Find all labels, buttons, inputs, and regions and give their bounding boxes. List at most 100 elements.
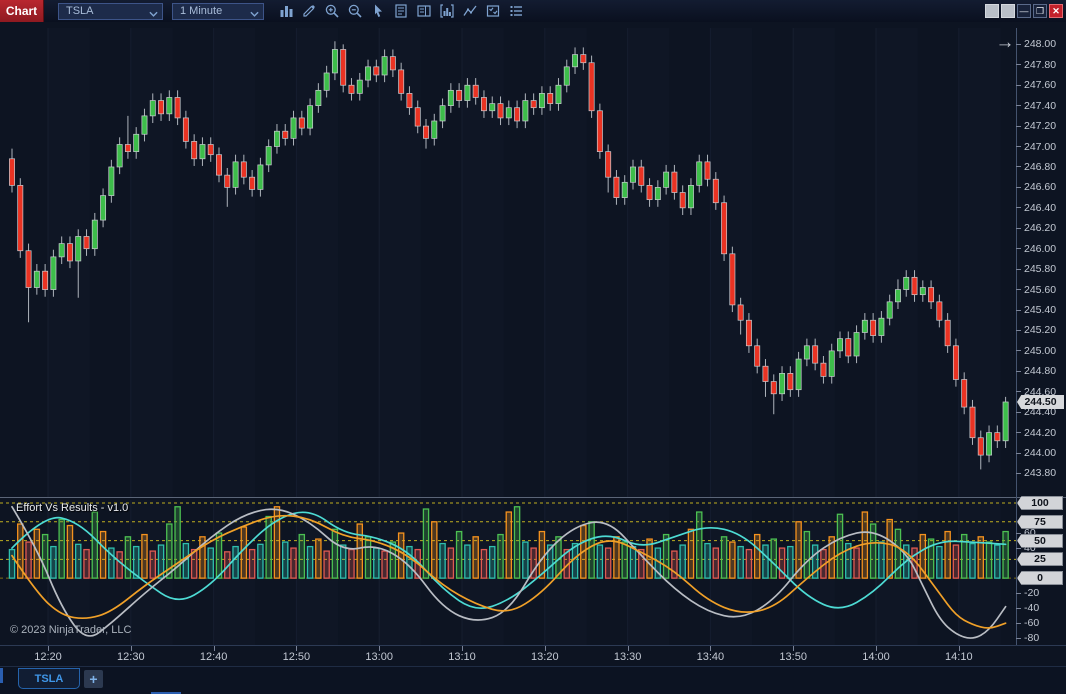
data-box-icon[interactable] (414, 1, 434, 21)
price-tick-mark (1016, 432, 1021, 434)
price-tick: 246.40 (1016, 202, 1056, 214)
price-tick: 245.20 (1016, 324, 1056, 336)
time-tick-label: 13:50 (779, 651, 807, 663)
price-tick-label: 246.60 (1024, 181, 1057, 194)
window-minimize-button[interactable]: — (1017, 4, 1031, 18)
time-tick-label: 13:30 (613, 651, 642, 663)
add-tab-button[interactable]: + (84, 670, 103, 688)
price-tick-label: 244.60 (1024, 385, 1057, 398)
time-tick-mark (213, 646, 215, 651)
time-tick-mark (958, 646, 960, 651)
copyright-text: © 2023 NinjaTrader, LLC (10, 624, 132, 636)
indicator-axis[interactable]: 60 40 -20 -40 -60 -80 100 75 50 25 0 (1016, 496, 1066, 645)
price-tick-mark (1016, 411, 1021, 413)
time-tick-label: 12:30 (117, 651, 145, 663)
instrument-select-value: TSLA (66, 5, 94, 17)
price-tick: 247.40 (1016, 100, 1056, 112)
indicator-label[interactable]: Effort Vs Results - v1.0 (16, 502, 129, 514)
time-tick-mark (710, 646, 712, 651)
properties-icon[interactable] (483, 1, 503, 21)
panel-splitter[interactable] (0, 497, 1066, 498)
time-tick-mark (544, 646, 546, 651)
price-axis[interactable]: 248.00 247.80 247.60 247.40 247.20 247.00 246.… (1016, 28, 1066, 497)
oscillator-lines-layer (11, 505, 1007, 639)
time-tick-mark (876, 646, 877, 651)
indicator-tick: -20 (1016, 587, 1039, 599)
drawing-tools-icon[interactable] (299, 1, 319, 21)
time-tick-label: 14:10 (945, 651, 973, 663)
interval-select-value: 1 Minute (180, 5, 223, 17)
indicator-tick-mark (1016, 637, 1021, 639)
price-tick-label: 246.80 (1024, 160, 1057, 173)
indicator-tick: -80 (1016, 632, 1039, 644)
price-axis-spine (1016, 28, 1017, 645)
price-tick-mark (1016, 391, 1021, 393)
window-window-extra-1-button[interactable] (985, 4, 999, 18)
slow-line (11, 505, 1007, 639)
indicator-tick: -60 (1016, 617, 1039, 629)
price-tick-label: 244.00 (1024, 447, 1057, 460)
time-tick-mark (462, 646, 463, 651)
window-window-extra-2-button[interactable] (1001, 4, 1015, 18)
tabbar-edge-decor (0, 668, 3, 683)
report-icon[interactable] (391, 1, 411, 21)
indicator-canvas[interactable] (0, 500, 1016, 645)
price-tick: 246.80 (1016, 161, 1056, 173)
price-tick-label: 247.60 (1024, 79, 1057, 92)
effort-bars-layer (8, 506, 1009, 579)
price-tick-mark (1016, 309, 1021, 311)
indicator-tick: -40 (1016, 602, 1039, 614)
price-tick-label: 244.40 (1024, 406, 1057, 419)
chart-menu-button[interactable]: Chart (0, 0, 44, 22)
cursor-icon[interactable] (368, 1, 388, 21)
indicator-level-tag: 25 (1017, 552, 1063, 567)
price-tick: 248.00 (1016, 38, 1056, 50)
time-tick-label: 12:20 (34, 651, 62, 663)
price-tick-mark (1016, 268, 1021, 270)
last-price-tag: 244.50 (1017, 394, 1064, 409)
tab-tsla[interactable]: TSLA (18, 668, 80, 689)
time-tick-label: 12:40 (199, 651, 228, 663)
time-tick-label: 13:00 (365, 651, 393, 663)
indicator-tick-label: -40 (1024, 602, 1040, 615)
indicator-level-tag: 75 (1017, 514, 1063, 529)
price-tick-label: 245.60 (1024, 283, 1057, 296)
line-tool-icon[interactable] (460, 1, 480, 21)
signal-line (11, 514, 1007, 629)
price-tick-mark (1016, 329, 1021, 331)
indicator-level-tag: 100 (1017, 496, 1063, 511)
indicator-tick-label: -20 (1024, 587, 1040, 600)
chart-trader-icon[interactable] (437, 1, 457, 21)
price-tick-mark (1016, 146, 1021, 148)
price-tick-mark (1016, 227, 1021, 229)
indicator-tick: 40 (1016, 542, 1036, 554)
chart-style-icon[interactable] (276, 1, 296, 21)
zoom-in-icon[interactable] (322, 1, 342, 21)
indicator-tick-label: 40 (1024, 542, 1036, 555)
zoom-out-icon[interactable] (345, 1, 365, 21)
price-tick-label: 246.00 (1024, 242, 1057, 255)
price-chart-canvas[interactable] (0, 28, 1016, 497)
time-axis[interactable]: 12:20 12:30 12:40 12:50 13:00 13:10 13:20 13:30… (0, 645, 1066, 666)
window-close-button[interactable]: ✕ (1049, 4, 1063, 18)
price-tick-mark (1016, 472, 1021, 474)
instrument-select[interactable]: TSLA (58, 2, 163, 20)
indicator-tick-label: -80 (1024, 632, 1040, 645)
indicators-icon[interactable] (506, 1, 526, 21)
price-tick-mark (1016, 166, 1021, 168)
time-tick-label: 14:00 (862, 651, 890, 663)
price-tick: 244.40 (1016, 406, 1056, 418)
price-tick: 244.60 (1016, 386, 1056, 398)
scroll-to-latest-button[interactable]: → (995, 32, 1015, 53)
price-tick-mark (1016, 186, 1021, 188)
window-restore-button[interactable]: ❐ (1033, 4, 1047, 18)
price-tick-mark (1016, 370, 1021, 372)
price-tick-mark (1016, 452, 1021, 454)
price-tick-label: 246.40 (1024, 201, 1057, 214)
price-tick-mark (1016, 43, 1021, 45)
price-tick: 246.00 (1016, 243, 1056, 255)
price-tick-label: 247.00 (1024, 140, 1057, 153)
interval-select[interactable]: 1 Minute (172, 2, 264, 20)
price-tick-mark (1016, 248, 1021, 250)
